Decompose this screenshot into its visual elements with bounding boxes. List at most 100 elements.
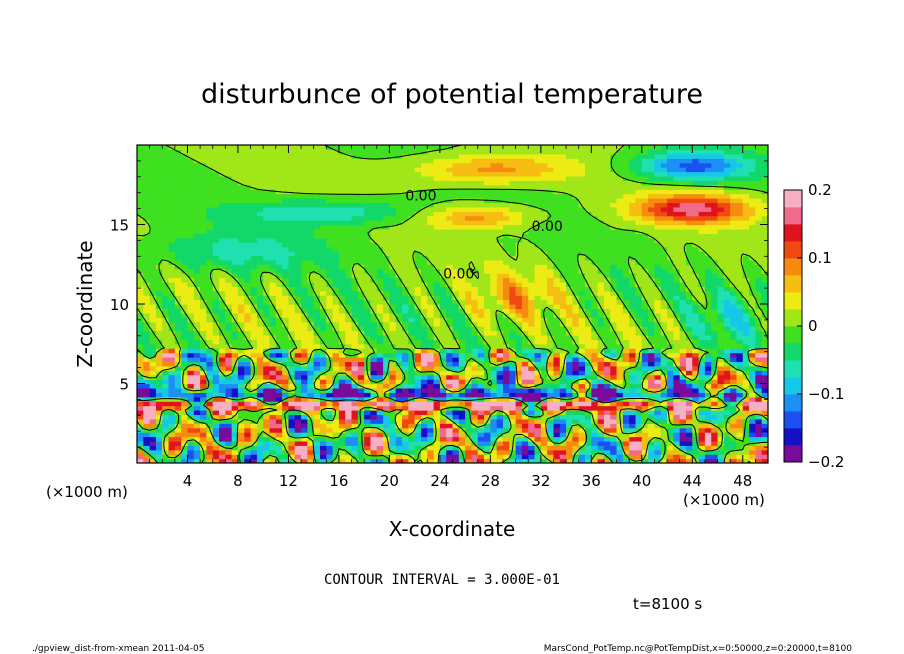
field-cell xyxy=(717,458,725,463)
field-cell xyxy=(692,312,700,318)
field-cell xyxy=(654,251,662,257)
field-cell xyxy=(458,321,466,327)
field-cell xyxy=(635,410,643,416)
field-cell xyxy=(212,334,220,340)
field-cell xyxy=(402,255,409,261)
field-cell xyxy=(723,414,731,420)
field-cell xyxy=(717,255,725,261)
field-cell xyxy=(137,299,144,305)
field-cell xyxy=(357,414,365,420)
field-cell xyxy=(244,396,252,402)
field-cell xyxy=(256,242,264,248)
field-cell xyxy=(420,348,428,354)
field-cell xyxy=(364,357,372,363)
field-cell xyxy=(250,449,258,455)
field-cell xyxy=(446,255,454,261)
field-cell xyxy=(168,454,176,460)
field-cell xyxy=(376,432,384,438)
field-cell xyxy=(736,414,744,420)
field-cell xyxy=(149,246,157,252)
field-cell xyxy=(597,259,605,265)
field-cell xyxy=(420,370,428,376)
field-cell xyxy=(364,365,372,371)
field-cell xyxy=(597,365,605,371)
field-cell xyxy=(717,379,725,385)
field-cell xyxy=(585,387,592,393)
field-cell xyxy=(761,401,768,407)
field-cell xyxy=(256,392,264,398)
field-cell xyxy=(345,312,353,318)
field-cell xyxy=(275,352,283,358)
field-cell xyxy=(673,374,681,380)
field-cell xyxy=(162,458,170,463)
field-cell xyxy=(458,357,466,363)
field-cell xyxy=(610,268,618,274)
field-cell xyxy=(667,255,674,261)
field-cell xyxy=(288,246,296,252)
field-cell xyxy=(742,401,750,407)
field-cell xyxy=(477,432,485,438)
field-cell xyxy=(155,458,163,463)
field-cell xyxy=(137,383,144,389)
field-cell xyxy=(635,339,643,345)
field-cell xyxy=(509,454,517,460)
field-cell xyxy=(591,449,599,455)
field-cell xyxy=(698,370,706,376)
field-cell xyxy=(755,361,763,367)
field-cell xyxy=(641,458,649,463)
field-cell xyxy=(622,299,630,305)
field-cell xyxy=(282,264,290,270)
field-cell xyxy=(244,392,252,398)
field-cell xyxy=(730,414,738,420)
field-cell xyxy=(629,264,637,270)
field-cell xyxy=(168,312,176,318)
field-cell xyxy=(357,251,365,257)
field-cell xyxy=(282,348,290,354)
field-cell xyxy=(692,361,700,367)
field-cell xyxy=(711,414,719,420)
field-cell xyxy=(402,427,409,433)
field-cell xyxy=(137,277,144,283)
field-cell xyxy=(622,277,630,283)
field-cell xyxy=(162,357,170,363)
field-cell xyxy=(427,343,435,349)
field-cell xyxy=(439,308,447,314)
field-cell xyxy=(704,440,712,446)
field-cell xyxy=(585,304,592,310)
field-cell xyxy=(149,414,157,420)
field-cell xyxy=(439,423,447,429)
field-cell xyxy=(597,405,605,411)
field-cell xyxy=(364,387,372,393)
field-cell xyxy=(477,339,485,345)
field-cell xyxy=(673,410,681,416)
field-cell xyxy=(465,454,473,460)
field-cell xyxy=(313,440,321,446)
field-cell xyxy=(357,370,365,376)
field-cell xyxy=(288,308,296,314)
field-cell xyxy=(269,286,277,292)
field-cell xyxy=(427,299,435,305)
field-cell xyxy=(433,264,441,270)
field-cell xyxy=(692,445,700,451)
field-cell xyxy=(667,370,674,376)
field-cell xyxy=(370,449,378,455)
field-cell xyxy=(515,445,523,451)
field-cell xyxy=(168,299,176,305)
field-cell xyxy=(212,401,220,407)
field-cell xyxy=(673,449,681,455)
field-cell xyxy=(635,290,643,296)
field-cell xyxy=(553,339,561,345)
field-cell xyxy=(187,361,195,367)
field-cell xyxy=(502,440,510,446)
field-cell xyxy=(225,458,233,463)
field-cell xyxy=(547,255,555,261)
field-cell xyxy=(294,317,302,323)
field-cell xyxy=(364,383,372,389)
field-cell xyxy=(667,458,674,463)
field-cell xyxy=(288,383,296,389)
field-cell xyxy=(616,326,624,332)
field-cell xyxy=(458,348,466,354)
field-cell xyxy=(547,334,555,340)
field-cell xyxy=(137,326,144,332)
field-cell xyxy=(736,343,744,349)
